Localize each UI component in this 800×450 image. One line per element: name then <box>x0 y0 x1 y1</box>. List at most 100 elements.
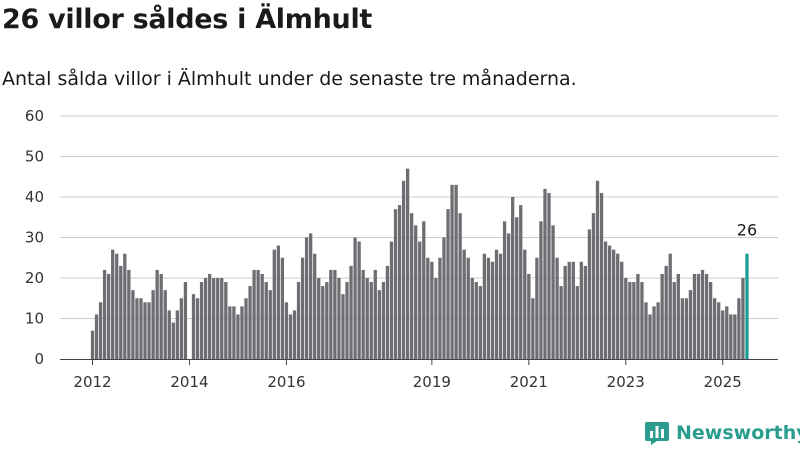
bar <box>236 314 240 359</box>
bar <box>498 253 503 359</box>
bar <box>418 241 422 359</box>
bar <box>741 278 745 359</box>
bar <box>620 261 624 359</box>
bar <box>393 209 398 359</box>
bar <box>616 253 620 359</box>
bar <box>454 184 458 359</box>
x-axis: 2012 2014 2016 2019 2021 2023 2025 <box>60 359 778 391</box>
y-tick-label: 30 <box>25 229 44 247</box>
bar <box>127 269 131 359</box>
x-tick-label: 2014 <box>170 373 208 391</box>
bar <box>636 273 640 359</box>
bar <box>446 209 450 359</box>
bar <box>478 286 482 359</box>
bar <box>119 265 123 359</box>
x-tick-label: 2012 <box>73 373 111 391</box>
bar <box>684 298 689 359</box>
bar <box>559 286 563 359</box>
y-tick-label: 60 <box>25 107 44 125</box>
bar <box>595 180 600 359</box>
bar <box>603 241 608 359</box>
bar <box>159 273 163 359</box>
bar <box>725 306 729 359</box>
bar <box>191 294 196 359</box>
bar <box>729 314 733 359</box>
bar <box>171 322 175 359</box>
bar <box>692 273 697 359</box>
bar <box>494 249 499 359</box>
bar <box>644 302 648 359</box>
bar <box>292 310 297 359</box>
bar <box>349 265 353 359</box>
bar <box>325 282 329 359</box>
bar <box>317 278 321 359</box>
bar <box>676 273 680 359</box>
bar <box>486 257 491 359</box>
bar <box>232 306 236 359</box>
bar <box>212 278 216 359</box>
bar <box>515 217 519 359</box>
bar <box>511 197 515 359</box>
bar <box>151 290 155 359</box>
x-tick-label: 2025 <box>704 373 742 391</box>
bar <box>337 278 341 359</box>
bar <box>175 310 179 359</box>
bar <box>369 282 373 359</box>
bar <box>434 278 438 359</box>
bar <box>599 192 604 359</box>
bar <box>628 282 632 359</box>
bar <box>163 290 167 359</box>
bar <box>482 253 487 359</box>
bar <box>272 249 276 359</box>
bar <box>224 282 228 359</box>
bar <box>539 221 543 359</box>
bar <box>438 257 442 359</box>
bar <box>466 257 470 359</box>
bar <box>733 314 737 359</box>
bar <box>365 278 369 359</box>
bar <box>329 269 333 359</box>
bar <box>135 298 139 359</box>
bar <box>422 221 426 359</box>
bar <box>591 213 596 359</box>
bar <box>547 192 551 359</box>
bar <box>107 273 111 359</box>
bar <box>288 314 293 359</box>
bar <box>700 269 705 359</box>
bar <box>203 278 208 359</box>
bar <box>656 302 660 359</box>
bar <box>713 298 717 359</box>
bar <box>300 257 305 359</box>
bars <box>90 168 749 359</box>
bar <box>268 290 272 359</box>
bar <box>373 269 377 359</box>
bar-highlight <box>745 253 749 359</box>
bar <box>183 282 188 359</box>
bar <box>216 278 220 359</box>
brand[interactable]: Newsworthy <box>644 420 800 446</box>
bar <box>717 302 721 359</box>
bar <box>543 188 547 359</box>
bar <box>401 180 406 359</box>
bar <box>410 213 414 359</box>
bar <box>228 306 232 359</box>
bar <box>397 205 402 359</box>
bar <box>389 241 394 359</box>
x-tick-label: 2023 <box>607 373 645 391</box>
y-axis-ticks: 0 10 20 30 40 50 60 <box>25 107 44 368</box>
bar <box>704 273 709 359</box>
bar <box>430 261 434 359</box>
newsworthy-logo-icon <box>645 422 669 445</box>
bar <box>341 294 345 359</box>
bar <box>575 286 579 359</box>
bar <box>167 310 171 359</box>
bar <box>284 302 289 359</box>
bar <box>309 233 313 359</box>
bar <box>102 269 107 359</box>
bar <box>98 302 103 359</box>
bar <box>357 241 361 359</box>
bar <box>199 282 204 359</box>
bar <box>260 273 264 359</box>
bar <box>474 282 478 359</box>
data-labels: 26 <box>737 221 757 240</box>
